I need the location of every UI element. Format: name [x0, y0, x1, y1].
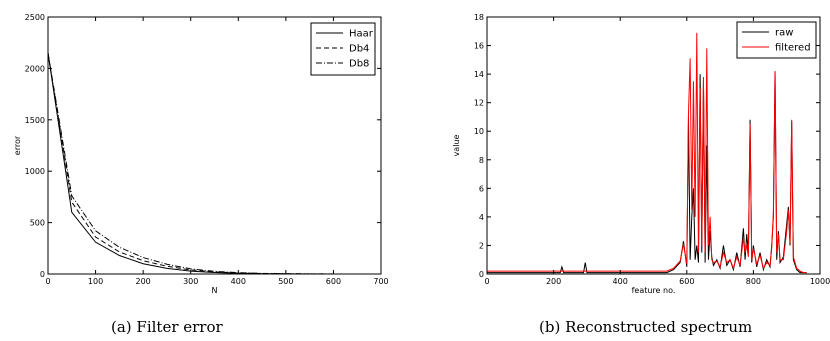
x-tick-label: 0 [45, 277, 50, 286]
plot-frame [486, 16, 821, 275]
y-tick-label: 6 [479, 184, 484, 193]
y-axis-label: value [452, 135, 461, 157]
y-tick-label: 10 [474, 127, 484, 136]
y-tick-label: 500 [30, 219, 45, 228]
x-tick-label: 600 [326, 277, 341, 286]
y-tick-label: 2500 [25, 13, 45, 22]
legend-label-db4: Db4 [349, 44, 369, 55]
series-line-haar [48, 52, 358, 274]
y-tick-label: 2 [479, 241, 484, 250]
y-tick-label: 2000 [25, 64, 45, 73]
y-tick-label: 12 [474, 99, 484, 108]
x-tick-label: 1000 [810, 277, 830, 286]
y-tick-label: 14 [474, 70, 484, 79]
plot-frame [47, 16, 382, 275]
y-tick-label: 0 [40, 270, 45, 279]
y-tick-label: 1000 [25, 167, 45, 176]
y-tick-label: 8 [479, 156, 484, 165]
y-tick-label: 0 [479, 270, 484, 279]
x-tick-label: 700 [373, 277, 388, 286]
x-tick-label: 0 [484, 277, 489, 286]
legend-label-filtered: filtered [775, 43, 811, 54]
legend-label-raw: raw [775, 28, 793, 39]
legend: raw filtered [736, 21, 817, 59]
y-tick-label: 1500 [25, 116, 45, 125]
y-tick-label: 18 [474, 13, 484, 22]
legend-label-haar: Haar [349, 29, 374, 40]
legend: Haar Db4 Db8 [310, 22, 376, 76]
x-tick-label: 400 [231, 277, 246, 286]
y-tick-label: 4 [479, 213, 484, 222]
series-line-raw [487, 71, 807, 274]
chart-b: 0 200 400 600 800 1000 0 2 4 6 8 10 12 14 16 18 feature … [452, 13, 830, 295]
legend-label-db8: Db8 [349, 59, 369, 70]
x-tick-label: 800 [746, 277, 761, 286]
x-tick-label: 200 [136, 277, 151, 286]
x-tick-label: 200 [546, 277, 561, 286]
y-tick-label: 16 [474, 42, 484, 51]
chart-a: 0 100 200 300 400 500 600 700 0 500 1000 1500 2000 25… [13, 13, 389, 295]
y-axis-label: error [13, 135, 22, 155]
caption-b: (b) Reconstructed spectrum [539, 318, 753, 336]
x-tick-label: 300 [183, 277, 198, 286]
x-axis-label: feature no. [632, 286, 676, 295]
legend-box [310, 22, 376, 76]
x-tick-label: 400 [613, 277, 628, 286]
x-tick-label: 600 [679, 277, 694, 286]
x-tick-label: 500 [278, 277, 293, 286]
x-tick-label: 100 [88, 277, 103, 286]
x-axis-label: N [212, 286, 218, 295]
series-line-db8 [48, 52, 358, 274]
legend-box [736, 21, 817, 59]
series-line-filtered [487, 32, 807, 274]
caption-a: (a) Filter error [111, 318, 223, 336]
